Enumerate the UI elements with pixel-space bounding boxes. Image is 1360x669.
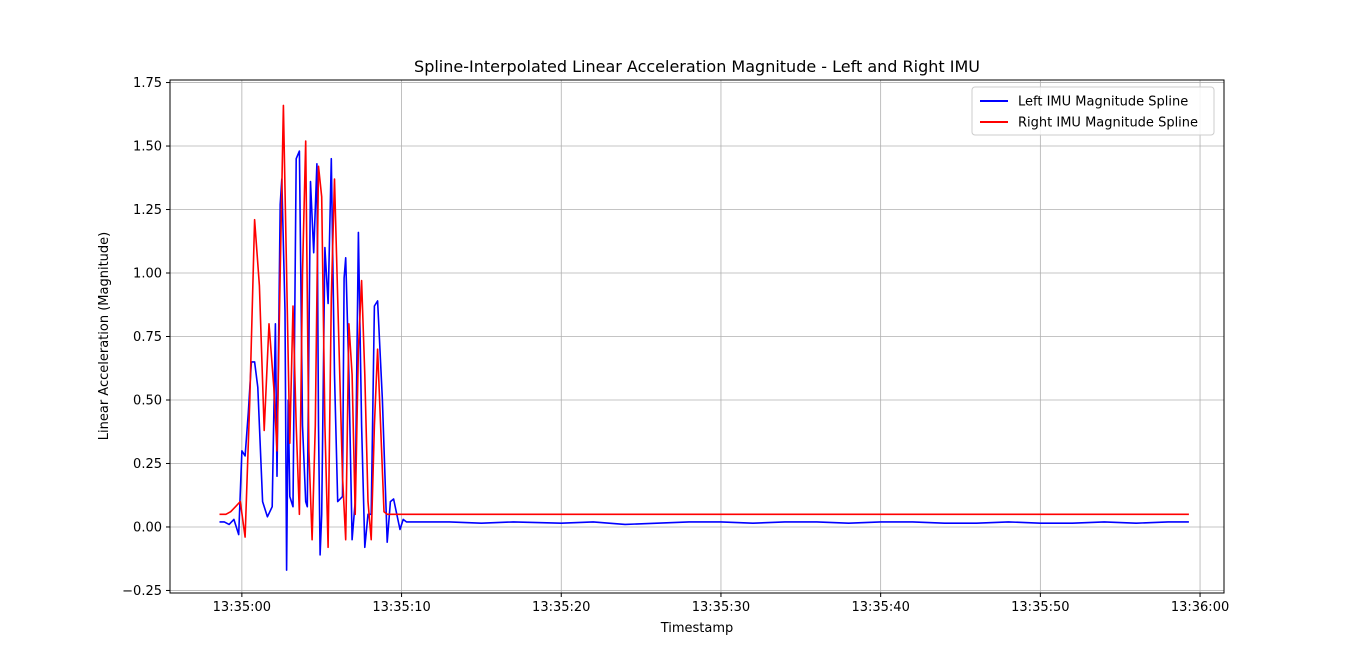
x-tick-label: 13:35:00 — [213, 600, 271, 615]
y-tick-label: 1.25 — [133, 203, 162, 218]
y-tick-label: 1.75 — [133, 76, 162, 91]
x-tick-label: 13:35:50 — [1011, 600, 1069, 615]
y-tick-label: 1.50 — [133, 140, 162, 155]
axes: 13:35:00 13:35:10 13:35:20 13:35:30 13:35:40… — [122, 76, 1229, 615]
x-tick-label: 13:35:30 — [692, 600, 750, 615]
y-tick-label: 0.75 — [133, 330, 162, 345]
series-lines — [219, 104, 1189, 571]
y-tick-label: 0.25 — [133, 457, 162, 472]
legend: Left IMU Magnitude Spline Right IMU Magni… — [971, 86, 1215, 136]
legend-label: Left IMU Magnitude Spline — [1018, 95, 1188, 110]
chart-title: Spline-Interpolated Linear Acceleration … — [414, 57, 980, 76]
x-tick-label: 13:36:00 — [1171, 600, 1229, 615]
y-tick-label: 1.00 — [133, 267, 162, 282]
series-line-right-imu — [219, 104, 1189, 549]
legend-label: Right IMU Magnitude Spline — [1018, 116, 1198, 131]
x-tick-label: 13:35:10 — [372, 600, 430, 615]
x-axis-label: Timestamp — [660, 621, 734, 636]
x-tick-label: 13:35:20 — [532, 600, 590, 615]
y-tick-label: −0.25 — [122, 584, 162, 599]
y-tick-label: 0.00 — [133, 520, 162, 535]
x-tick-label: 13:35:40 — [851, 600, 909, 615]
y-tick-label: 0.50 — [133, 393, 162, 408]
legend-box — [971, 86, 1215, 136]
y-axis-label: Linear Acceleration (Magnitude) — [97, 232, 112, 440]
